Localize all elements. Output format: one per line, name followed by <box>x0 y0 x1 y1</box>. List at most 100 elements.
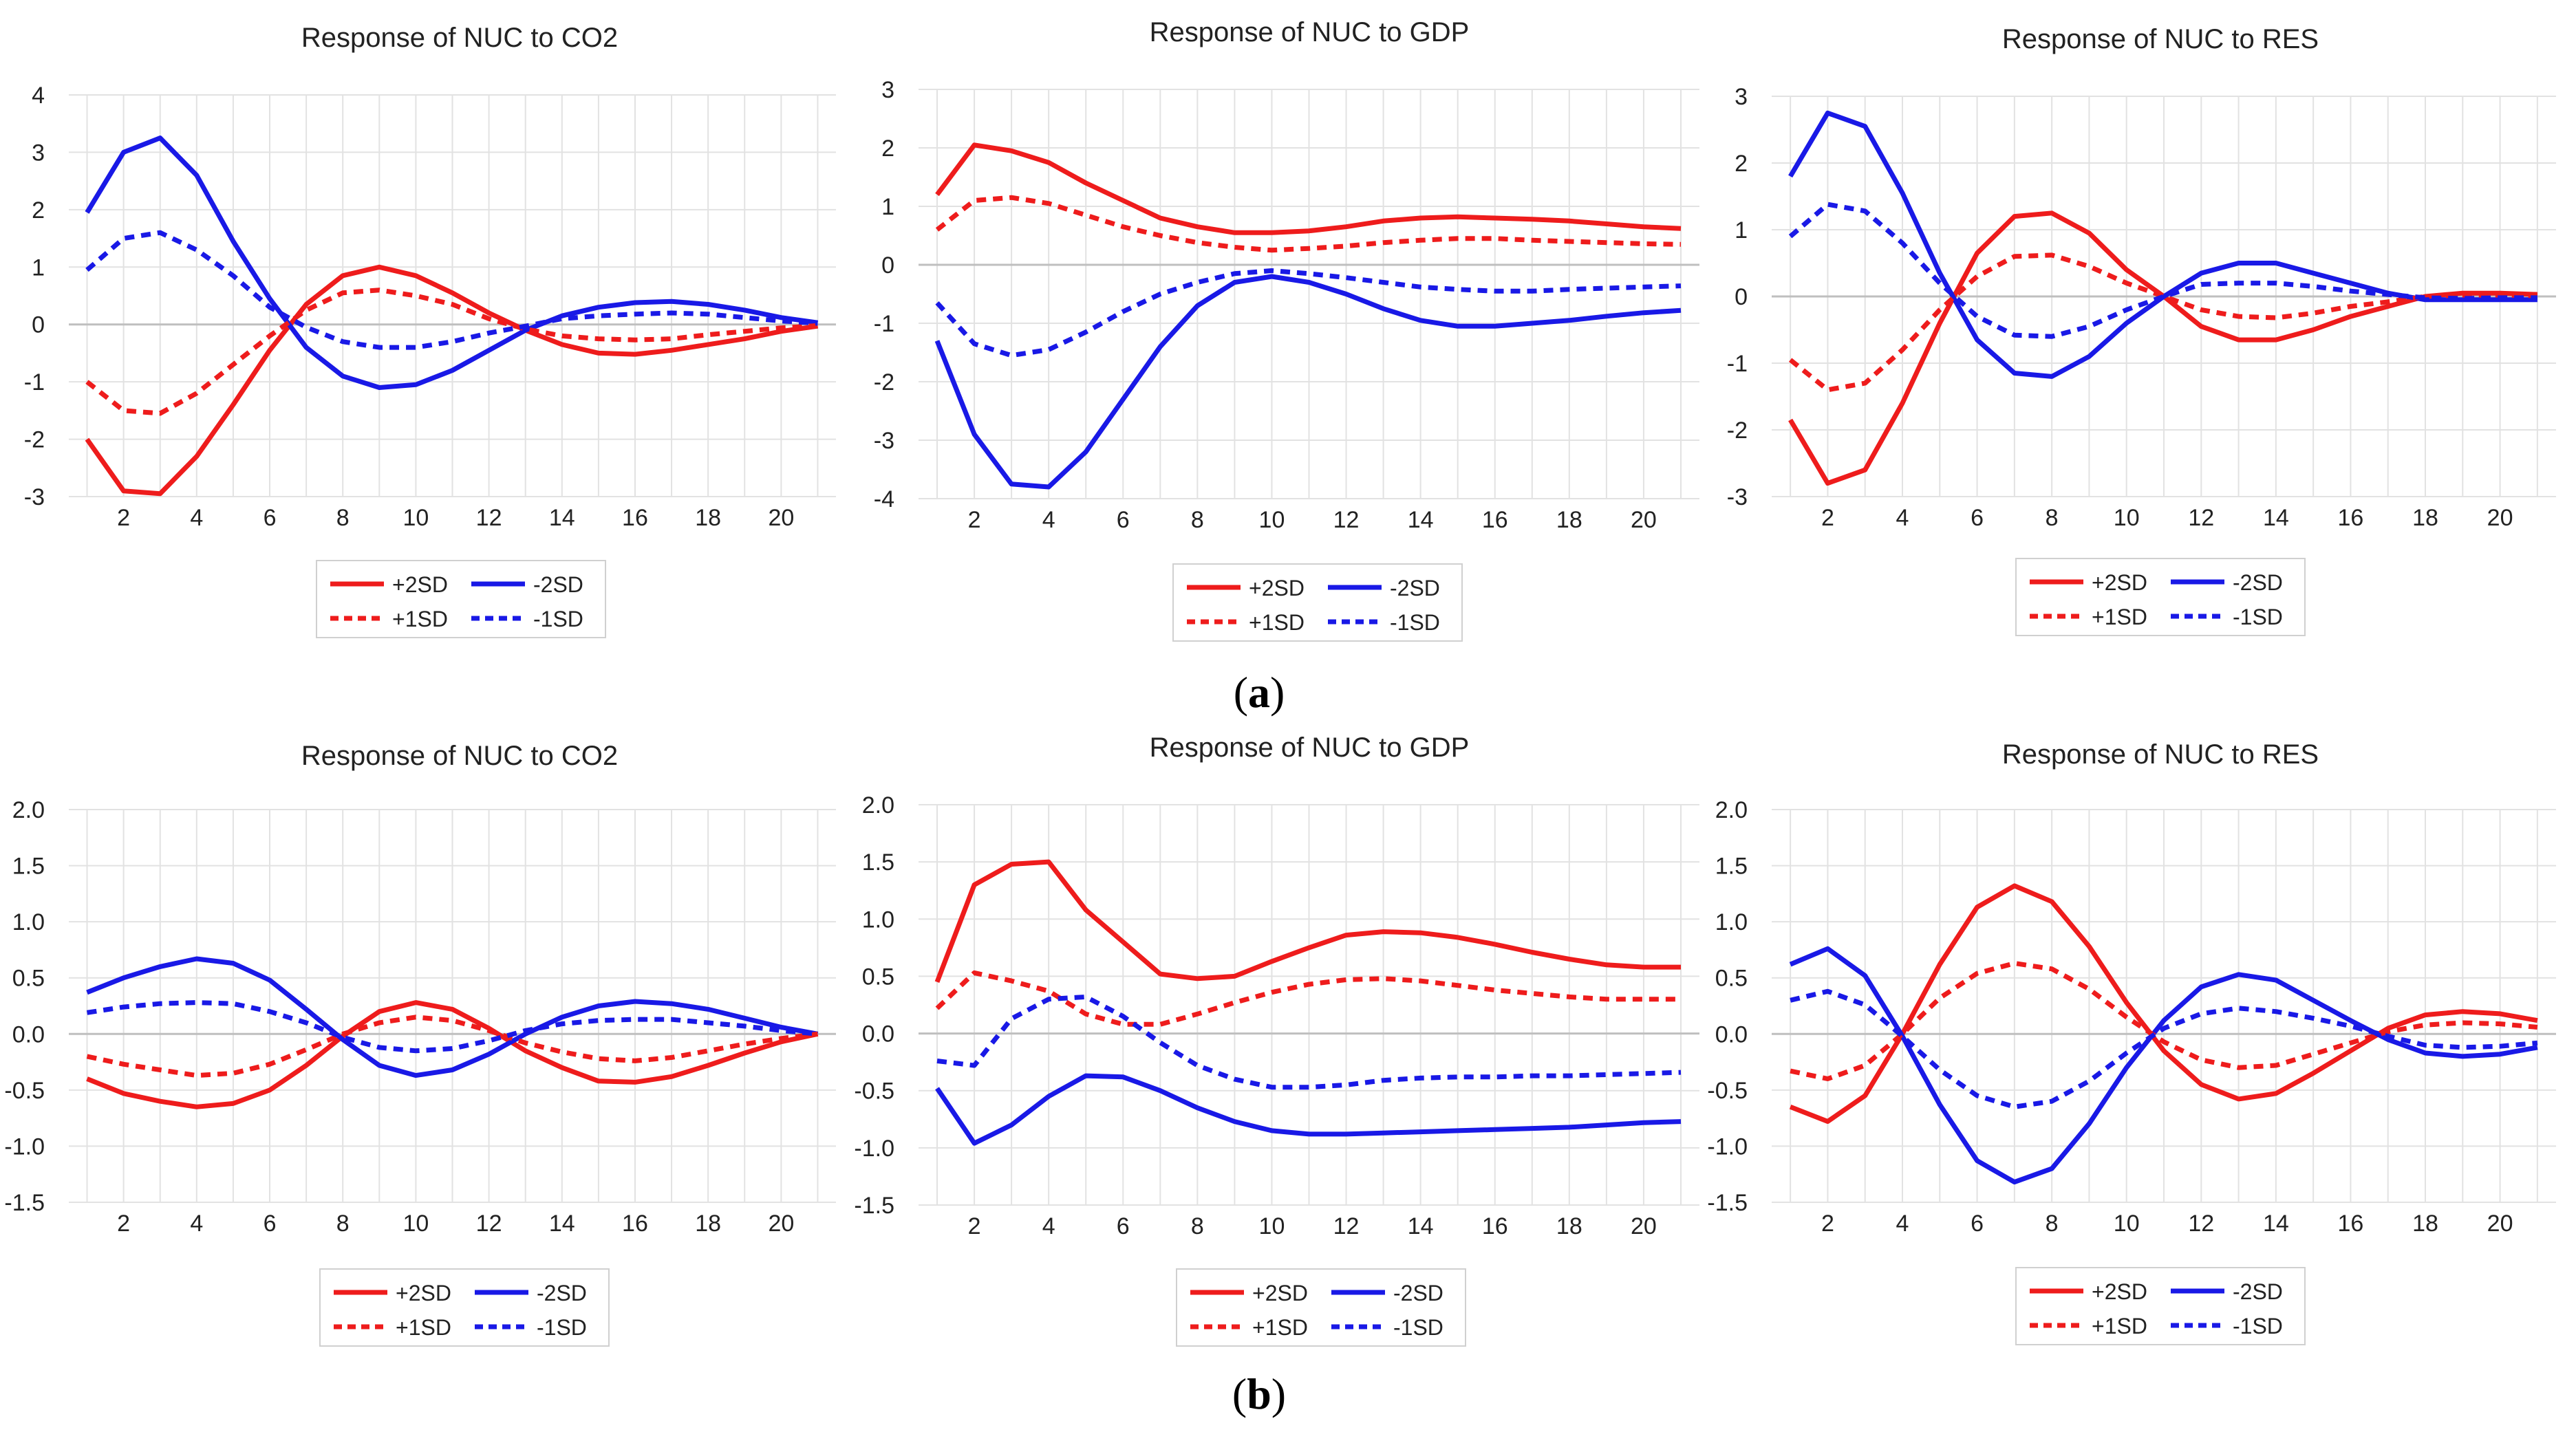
chart-title: Response of NUC to RES <box>2002 24 2319 54</box>
legend: +2SD -2SD +1SD -1SD <box>2015 558 2306 636</box>
x-tick-label: 12 <box>1333 507 1360 533</box>
y-tick-label: 1.0 <box>1715 909 1748 935</box>
x-tick-label: 2 <box>117 505 130 531</box>
y-tick-label: 2.0 <box>1715 797 1748 823</box>
legend-label-p1: +1SD <box>1249 610 1305 635</box>
panel-label-b: (b) <box>1232 1369 1286 1418</box>
chart-4: Response of NUC to CO2 -1.5 -1.0 -0.5 0.0 0.5… <box>4 741 836 1347</box>
chart-6: Response of NUC to RES -1.5 -1.0 -0.5 0.0 0.5… <box>1707 739 2556 1345</box>
x-tick-label: 14 <box>2263 1211 2289 1237</box>
x-tick-label: 14 <box>549 1211 575 1237</box>
series-line-p2 <box>86 1000 819 1109</box>
x-tick-label: 2 <box>968 507 981 533</box>
x-tick-label: 4 <box>1042 507 1055 533</box>
series-line-p2 <box>85 264 818 497</box>
y-tick-label: 2 <box>1735 151 1748 177</box>
series-line-m1 <box>86 1000 818 1054</box>
y-tick-label: -0.5 <box>1707 1078 1748 1104</box>
y-tick-label: 1.5 <box>862 849 894 876</box>
y-tick-label: 3 <box>1735 84 1748 110</box>
x-tick-label: 20 <box>1631 507 1657 533</box>
series-line-p1 <box>1790 961 2538 1081</box>
x-tick-label: 10 <box>1259 507 1285 533</box>
x-tick-label: 12 <box>2188 1211 2214 1237</box>
series-line-p1 <box>935 970 1681 1027</box>
y-tick-label: -1.5 <box>4 1190 45 1216</box>
x-tick-label: 16 <box>2338 1211 2364 1237</box>
series-line-p2 <box>1789 883 2538 1124</box>
y-tick-label: 0 <box>881 252 894 279</box>
x-tick-label: 4 <box>1896 1211 1909 1237</box>
y-tick-label: -1.5 <box>1707 1190 1748 1216</box>
series-line-p2 <box>934 859 1681 983</box>
x-tick-label: 20 <box>1631 1213 1657 1239</box>
series-line-p1 <box>85 288 818 416</box>
x-tick-label: 12 <box>476 505 502 531</box>
x-tick-label: 6 <box>1971 505 1984 531</box>
x-tick-label: 18 <box>695 1211 721 1237</box>
x-tick-label: 10 <box>2114 505 2140 531</box>
y-tick-label: -0.5 <box>854 1078 894 1105</box>
y-tick-label: -2 <box>1727 417 1748 444</box>
legend-label-m2: -2SD <box>533 572 583 597</box>
legend: +2SD -2SD +1SD -1SD <box>1176 1268 1466 1347</box>
x-tick-label: 16 <box>1482 507 1508 533</box>
panel-label-a-close: ) <box>1270 668 1285 717</box>
legend-box <box>316 560 606 638</box>
x-tick-label: 14 <box>1408 1213 1434 1239</box>
y-tick-label: -3 <box>874 428 894 454</box>
chart-title: Response of NUC to GDP <box>1150 17 1470 47</box>
x-tick-label: 4 <box>1042 1213 1055 1239</box>
series-line-m1 <box>936 994 1682 1090</box>
x-tick-label: 4 <box>190 1211 203 1237</box>
series-line-m1 <box>1788 202 2537 339</box>
panel-label-b-open: ( <box>1232 1369 1247 1418</box>
y-tick-label: -1 <box>874 311 894 337</box>
x-tick-label: 10 <box>1259 1213 1285 1239</box>
y-tick-label: -1 <box>1727 351 1748 377</box>
legend-label-m2: -2SD <box>2233 570 2283 595</box>
legend-label-m2: -2SD <box>537 1281 587 1305</box>
legend-label-p1: +1SD <box>2092 605 2147 629</box>
y-tick-label: 2.0 <box>12 797 45 823</box>
legend-box <box>2015 1267 2306 1345</box>
legend-label-p2: +2SD <box>392 572 448 597</box>
x-tick-label: 2 <box>968 1213 981 1239</box>
x-tick-label: 6 <box>1117 1213 1130 1239</box>
legend-box <box>1172 563 1463 642</box>
x-tick-label: 6 <box>1971 1211 1984 1237</box>
y-tick-label: -2 <box>24 427 45 453</box>
y-tick-label: -0.5 <box>4 1078 45 1104</box>
legend-label-p2: +2SD <box>2092 1279 2147 1304</box>
x-tick-label: 20 <box>768 505 794 531</box>
x-tick-label: 4 <box>1896 505 1909 531</box>
legend-label-p1: +1SD <box>1252 1315 1308 1340</box>
chart-title: Response of NUC to CO2 <box>301 741 618 771</box>
x-tick-label: 8 <box>1191 507 1204 533</box>
y-tick-label: 0 <box>1735 284 1748 310</box>
x-tick-label: 16 <box>622 1211 648 1237</box>
legend-label-m1: -1SD <box>1393 1315 1443 1340</box>
x-tick-label: 8 <box>2046 1211 2059 1237</box>
series-line-m1 <box>85 230 818 350</box>
chart-title: Response of NUC to CO2 <box>301 23 618 53</box>
chart-title: Response of NUC to GDP <box>1150 733 1470 763</box>
legend-label-m2: -2SD <box>2233 1279 2283 1304</box>
x-tick-label: 20 <box>2487 505 2513 531</box>
x-tick-label: 6 <box>264 505 277 531</box>
x-tick-label: 18 <box>2412 505 2438 531</box>
x-tick-label: 12 <box>476 1211 502 1237</box>
x-tick-label: 18 <box>1556 1213 1582 1239</box>
x-tick-label: 16 <box>2338 505 2364 531</box>
chart-5: Response of NUC to GDP -1.5 -1.0 -0.5 0.0 0.5… <box>854 733 1699 1347</box>
series-line-m2 <box>935 1073 1682 1146</box>
panel-label-a: (a) <box>1234 668 1285 717</box>
series-line-m2 <box>1789 946 2538 1185</box>
y-tick-label: 2 <box>881 135 894 162</box>
y-tick-label: -1.0 <box>4 1133 45 1160</box>
x-tick-label: 2 <box>1821 1211 1834 1237</box>
legend: +2SD -2SD +1SD -1SD <box>1172 563 1463 642</box>
x-tick-label: 10 <box>2114 1211 2140 1237</box>
